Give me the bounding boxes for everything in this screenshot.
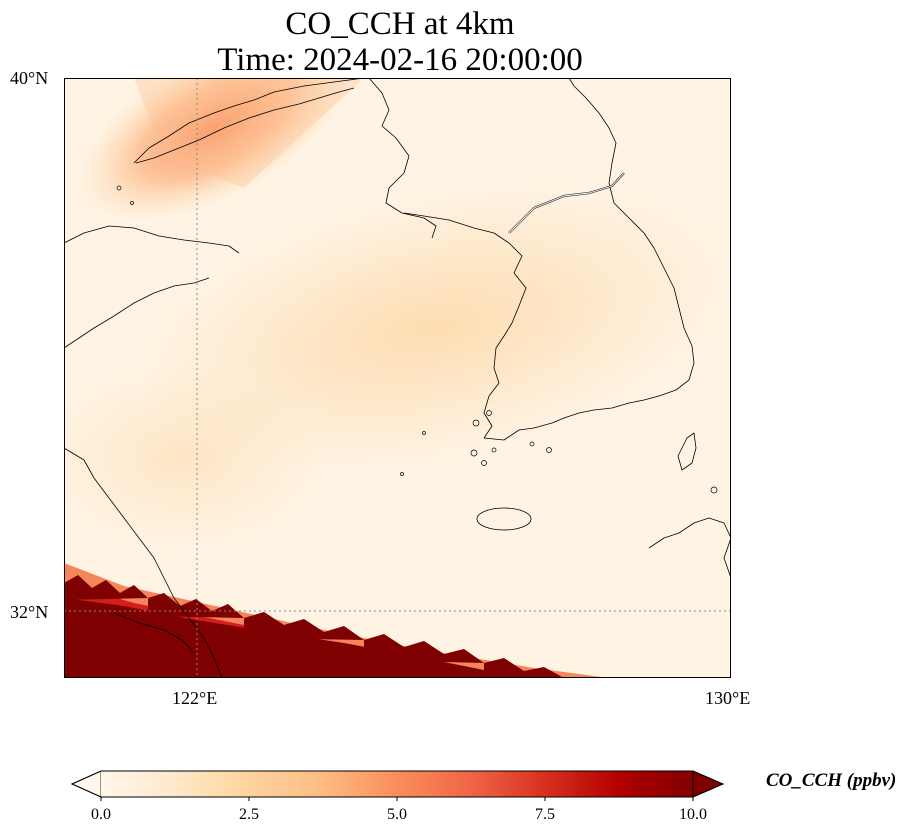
lon-tick-122e: 122°E: [172, 688, 218, 708]
coast-china-east: [64, 447, 223, 678]
colorbar-extend-high: [692, 770, 725, 798]
lat-tick-40n: 40°N: [10, 68, 49, 88]
coastlines: [64, 78, 731, 678]
co-high-band-sawtooth: [64, 575, 564, 678]
coast-korea-south: [483, 379, 690, 441]
map-subtitle-time: Time: 2024-02-16 20:00:00: [217, 42, 583, 78]
coast-shandong-south: [64, 277, 210, 349]
lat-tick-32n: 32°N: [10, 602, 49, 622]
co-plume-west: [64, 368, 324, 548]
lon-tick-130e: 130°E: [705, 688, 751, 708]
map-title: CO_CCH at 4km: [285, 6, 515, 42]
coast-kyushu: [648, 517, 731, 579]
coast-liaodong-bay: [368, 78, 437, 239]
colorbar: [70, 770, 725, 801]
colorbar-gradient: [101, 771, 693, 797]
border-dprk-prc-inner: [508, 172, 625, 234]
cb-label-7-5: 7.5: [535, 806, 555, 823]
islands: [116, 185, 718, 494]
cb-label-2-5: 2.5: [239, 806, 259, 823]
map-panel: [64, 78, 731, 678]
coast-liaodong: [133, 78, 365, 164]
coast-yangtze: [113, 612, 195, 654]
cb-label-0: 0.0: [91, 806, 111, 823]
coast-tsushima: [677, 432, 697, 471]
colorbar-extend-low: [71, 770, 102, 798]
cb-label-10: 10.0: [679, 806, 707, 823]
coast-korea-east: [568, 78, 695, 381]
coast-korea-west: [403, 212, 527, 439]
co-plume-north-tip: [134, 78, 364, 188]
coast-jeju: [476, 507, 532, 531]
colorbar-title: CO_CCH (ppbv): [766, 770, 897, 791]
map-frame: [64, 78, 731, 678]
coast-shandong: [64, 225, 240, 254]
cb-label-5: 5.0: [387, 806, 407, 823]
coast-liaodong-south: [135, 87, 355, 164]
co-plume-north: [77, 78, 351, 222]
